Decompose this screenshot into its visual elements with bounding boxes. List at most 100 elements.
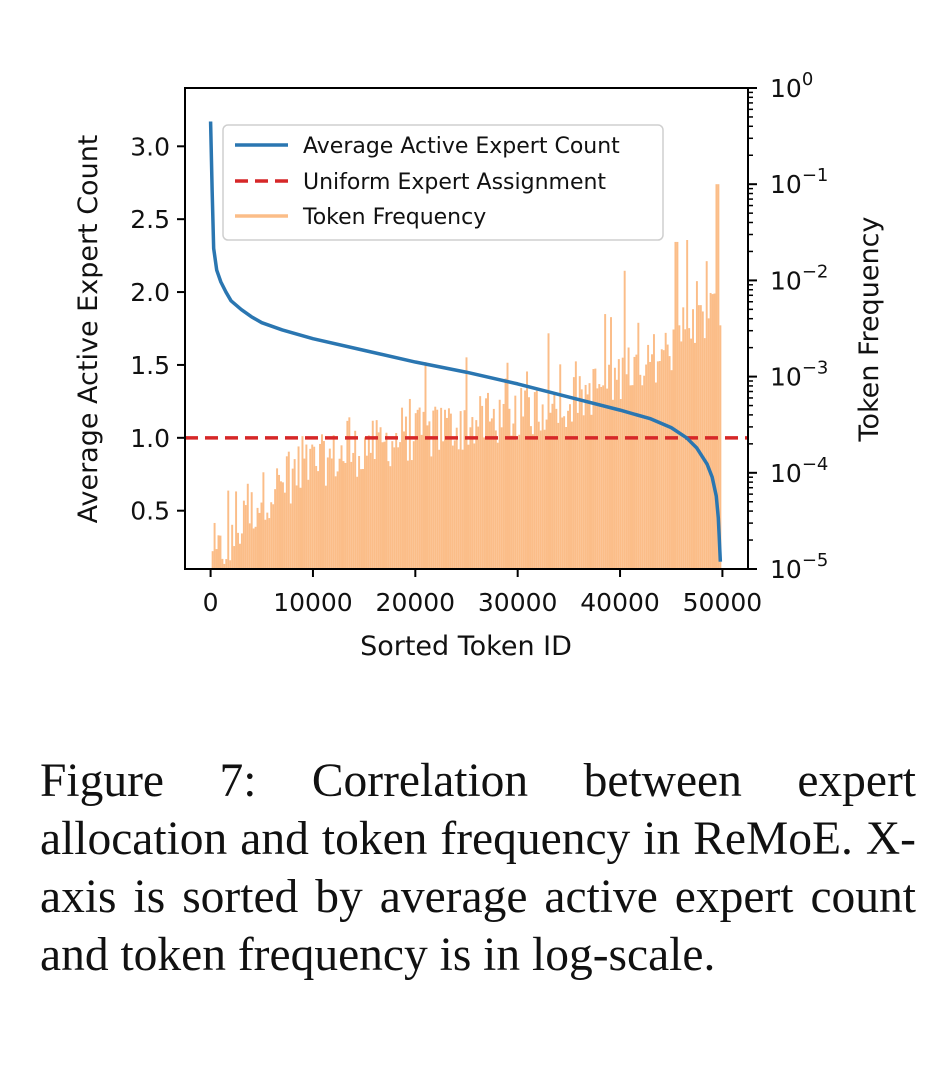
frequency-bar xyxy=(580,389,583,569)
frequency-bar xyxy=(471,417,474,569)
frequency-bar xyxy=(285,456,288,569)
frequency-bar xyxy=(338,458,341,569)
y-right-ticks: 10−5 10−4 10−3 10−2 10−1 100 xyxy=(748,69,828,584)
frequency-bar xyxy=(278,474,281,569)
y-left-ticks: 0.5 1.0 1.5 2.0 2.5 3.0 xyxy=(130,132,185,526)
frequency-bar xyxy=(287,451,290,569)
frequency-bar xyxy=(467,444,470,569)
frequency-bar xyxy=(678,325,681,569)
frequency-bar xyxy=(680,341,683,569)
frequency-bar xyxy=(430,456,433,569)
frequency-bar xyxy=(446,417,448,569)
frequency-bar xyxy=(514,395,517,569)
frequency-bar xyxy=(266,512,269,569)
frequency-bar xyxy=(377,432,380,569)
frequency-bar xyxy=(516,439,519,569)
figure-caption: Figure 7: Correlation between expert all… xyxy=(40,755,916,981)
frequency-bar xyxy=(434,406,437,569)
frequency-bar xyxy=(629,385,632,569)
frequency-bar xyxy=(297,446,300,569)
frequency-bar xyxy=(617,359,620,569)
frequency-bar xyxy=(611,399,614,569)
frequency-bar xyxy=(397,447,400,569)
frequency-bar xyxy=(371,420,374,569)
frequency-bar xyxy=(227,490,230,569)
frequency-bar xyxy=(328,448,331,569)
frequency-bar xyxy=(701,311,704,569)
frequency-bar xyxy=(664,332,667,569)
chart: 0 10000 20000 30000 40000 50000 0.5 1.0 1.5 2.0 2… xyxy=(73,69,885,662)
frequency-bar xyxy=(440,407,443,569)
frequency-bar xyxy=(354,430,357,569)
frequency-bar xyxy=(358,455,361,569)
frequency-bar xyxy=(553,393,556,569)
frequency-bar xyxy=(272,504,275,569)
frequency-bar xyxy=(229,560,232,569)
frequency-bar xyxy=(401,407,404,569)
x-ticks: 0 10000 20000 30000 40000 50000 xyxy=(203,569,763,617)
y-right-tick-label: 10−2 xyxy=(770,261,828,295)
frequency-bar xyxy=(406,460,409,569)
frequency-bar xyxy=(242,500,245,569)
frequency-bar xyxy=(694,342,696,569)
frequency-bar xyxy=(498,399,501,569)
frequency-bar xyxy=(717,184,720,569)
frequency-bar xyxy=(469,427,472,569)
frequency-bar xyxy=(395,432,398,569)
frequency-bar xyxy=(449,413,452,569)
frequency-bar xyxy=(350,461,353,569)
frequency-bar xyxy=(453,440,456,569)
frequency-bar xyxy=(651,354,653,569)
frequency-bar xyxy=(246,483,249,569)
frequency-bar xyxy=(334,476,337,569)
frequency-bar xyxy=(225,559,228,569)
legend: Average Active Expert Count Uniform Expe… xyxy=(222,124,664,241)
frequency-bar xyxy=(444,409,446,569)
y-right-tick-label: 10−1 xyxy=(770,165,828,199)
frequency-bar xyxy=(598,384,601,569)
x-axis-label: Sorted Token ID xyxy=(360,631,572,662)
frequency-bar xyxy=(268,518,271,569)
frequency-bar xyxy=(274,489,277,569)
frequency-bar xyxy=(570,421,573,569)
frequency-bar xyxy=(233,546,236,569)
frequency-bar xyxy=(336,471,339,569)
x-tick-label: 50000 xyxy=(683,588,763,617)
frequency-bar xyxy=(258,512,261,569)
frequency-bar xyxy=(660,349,663,569)
frequency-bar xyxy=(719,325,722,569)
frequency-bar xyxy=(262,472,265,569)
frequency-bar xyxy=(293,459,296,569)
frequency-bar xyxy=(248,523,251,569)
frequency-bar xyxy=(608,364,611,569)
frequency-bar xyxy=(219,535,222,569)
frequency-bar xyxy=(582,415,585,569)
frequency-bar xyxy=(363,437,366,569)
frequency-bar xyxy=(686,240,689,569)
frequency-bar xyxy=(479,396,482,569)
frequency-bar xyxy=(369,452,372,569)
frequency-bar xyxy=(410,460,413,569)
frequency-bar xyxy=(360,469,363,569)
frequency-bar xyxy=(535,390,538,569)
legend-label-uniform: Uniform Expert Assignment xyxy=(303,170,606,195)
frequency-bar xyxy=(565,427,568,569)
frequency-bar xyxy=(537,421,540,569)
frequency-bar xyxy=(512,423,515,569)
frequency-bar xyxy=(572,377,575,569)
frequency-bar xyxy=(317,471,320,569)
frequency-bar xyxy=(332,435,335,569)
frequency-bar xyxy=(315,465,318,569)
frequency-bar xyxy=(488,421,491,569)
frequency-bar xyxy=(373,459,376,569)
frequency-bar xyxy=(283,492,286,569)
frequency-bar xyxy=(254,526,257,569)
frequency-bar xyxy=(518,434,521,569)
frequency-bar xyxy=(483,437,486,569)
frequency-bar xyxy=(662,350,665,569)
frequency-bar xyxy=(326,457,329,569)
frequency-bar xyxy=(606,388,609,569)
frequency-bar xyxy=(602,385,605,569)
frequency-bar xyxy=(324,485,327,569)
frequency-bar xyxy=(428,421,431,569)
